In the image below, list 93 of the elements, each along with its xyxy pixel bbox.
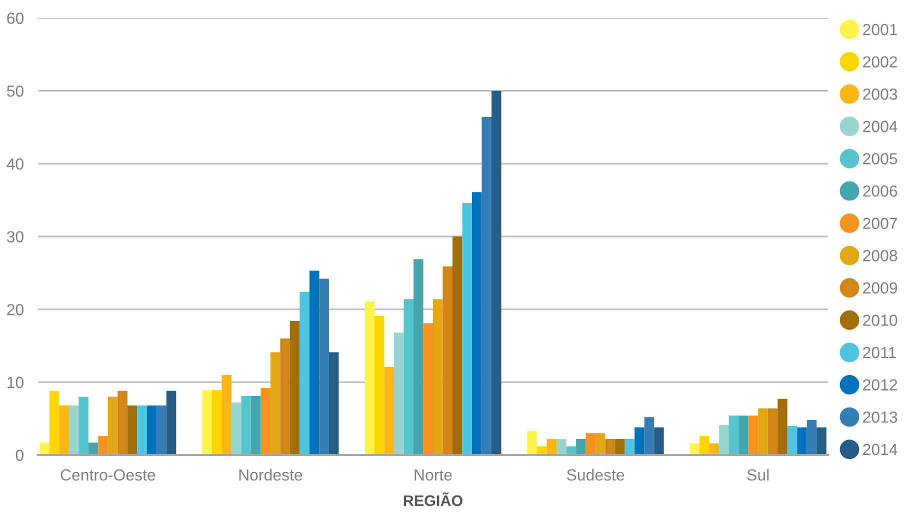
bar xyxy=(778,398,788,455)
bar xyxy=(797,427,807,455)
x-axis-title: REGIÃO xyxy=(404,492,462,506)
bar xyxy=(68,405,79,455)
bar xyxy=(576,438,586,455)
legend-label: 2009 xyxy=(863,282,898,294)
legend-label: 2011 xyxy=(863,346,896,358)
bar xyxy=(719,425,729,455)
bar xyxy=(290,320,300,455)
bar xyxy=(241,396,251,455)
legend-label: 2004 xyxy=(863,120,898,132)
legend-label: 2012 xyxy=(863,379,898,390)
legend-label: 2010 xyxy=(863,314,898,326)
bar xyxy=(546,438,557,455)
bar xyxy=(108,396,118,455)
bar xyxy=(59,405,69,455)
bar xyxy=(127,405,138,455)
bar xyxy=(202,390,212,455)
bar xyxy=(605,438,616,455)
bar xyxy=(384,366,394,455)
bar xyxy=(78,396,88,455)
bar xyxy=(452,236,462,455)
bar xyxy=(404,299,414,455)
legend-label: 2014 xyxy=(863,444,898,456)
y-tick-label: 30 xyxy=(6,231,24,242)
legend-label: 2001 xyxy=(863,24,898,36)
bar xyxy=(787,426,798,455)
bar xyxy=(319,278,329,455)
bar xyxy=(596,433,606,455)
x-tick-label: Sudeste xyxy=(566,468,624,481)
bar xyxy=(364,301,374,455)
bar xyxy=(146,405,157,455)
legend-label: 2005 xyxy=(863,153,898,164)
bar xyxy=(472,192,482,455)
bar xyxy=(462,202,472,455)
y-tick-label: 0 xyxy=(16,450,24,461)
bar xyxy=(118,390,128,455)
bar xyxy=(615,438,625,455)
bar xyxy=(231,402,242,455)
legend-label: 2007 xyxy=(863,218,898,230)
bar xyxy=(156,405,166,455)
legend-label: 2002 xyxy=(863,56,898,68)
bar xyxy=(527,430,538,455)
y-tick-label: 40 xyxy=(6,158,24,170)
bar xyxy=(806,420,817,455)
bar xyxy=(482,117,492,455)
legend-label: 2006 xyxy=(863,185,898,197)
bar xyxy=(222,374,232,455)
bar xyxy=(768,408,778,455)
bar xyxy=(309,270,320,455)
bar xyxy=(260,388,270,455)
bar xyxy=(728,416,739,455)
y-tick-label: 10 xyxy=(8,376,24,388)
bar xyxy=(328,352,339,455)
y-tick-label: 20 xyxy=(7,304,24,316)
bar xyxy=(49,390,60,455)
bar xyxy=(98,436,108,455)
bar xyxy=(738,416,748,455)
bar xyxy=(644,417,654,455)
bar xyxy=(270,352,280,455)
bar xyxy=(413,259,424,455)
bar xyxy=(748,416,758,455)
x-tick-label: Norte xyxy=(414,469,452,481)
bar xyxy=(423,323,433,455)
y-tick-label: 50 xyxy=(6,85,24,97)
x-tick-label: Nordeste xyxy=(239,468,302,481)
bar xyxy=(816,427,826,455)
bar xyxy=(394,332,404,455)
bar xyxy=(280,338,290,455)
bar xyxy=(374,316,384,455)
bar xyxy=(137,405,147,455)
bar xyxy=(624,438,635,455)
bar xyxy=(88,442,98,455)
bar xyxy=(758,408,768,455)
legend-label: 2003 xyxy=(863,88,898,100)
bar xyxy=(250,396,261,455)
legend-label: 2008 xyxy=(863,250,898,262)
bar xyxy=(300,292,310,455)
x-tick-label: Centro-Oeste xyxy=(60,469,156,481)
bar xyxy=(556,438,566,455)
bar xyxy=(492,90,502,455)
bar xyxy=(166,390,176,455)
bar xyxy=(654,427,664,455)
y-tick-label: 60 xyxy=(7,12,24,24)
bar xyxy=(586,433,596,455)
bar xyxy=(634,427,644,455)
bar xyxy=(433,299,443,455)
bar xyxy=(212,390,222,455)
bar xyxy=(40,442,50,455)
x-tick-label: Sul xyxy=(747,468,769,481)
bar xyxy=(700,436,710,455)
legend-label: 2013 xyxy=(863,411,898,423)
bar xyxy=(442,266,453,455)
